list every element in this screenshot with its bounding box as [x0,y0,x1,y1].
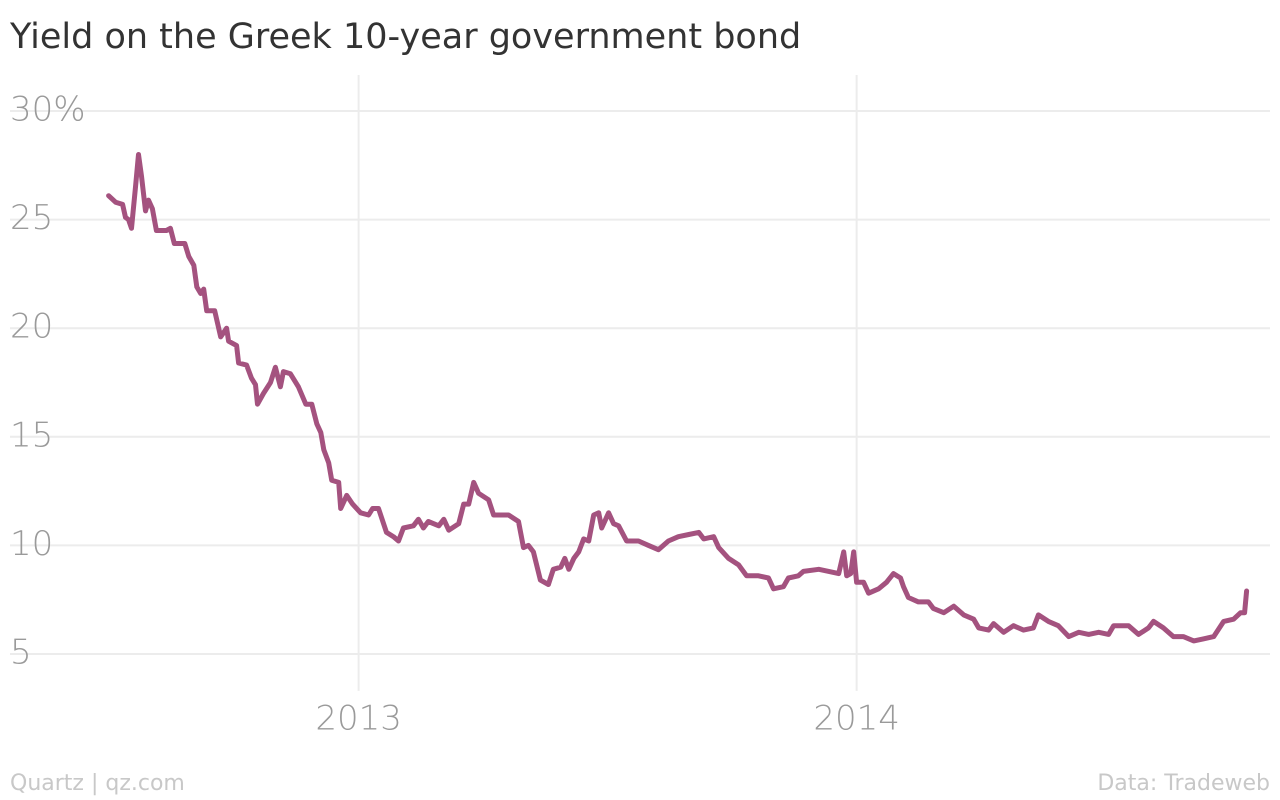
source: Data: Tradeweb [1097,771,1270,796]
credit: Quartz | qz.com [10,771,185,796]
line [106,152,1250,644]
y-tick-label: 20 [10,307,53,347]
x-tick-label: 2013 [315,699,402,739]
y-tick-label: 10 [10,524,53,564]
y-tick-label: 25 [10,198,53,238]
y-tick-label: 15 [10,415,53,455]
x-tick-label: 2014 [813,699,900,739]
y-tick-label: 30% [10,90,86,130]
chart-title: Yield on the Greek 10-year government bo… [9,17,801,57]
y-tick-label: 5 [10,632,32,672]
